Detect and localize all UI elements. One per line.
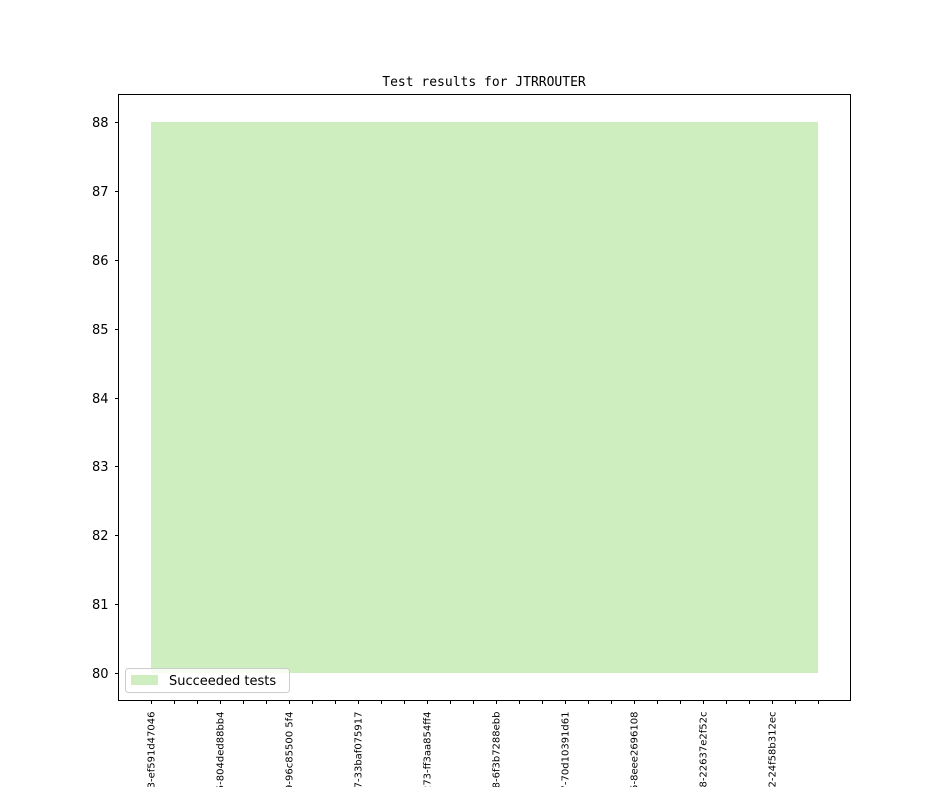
y-tick-label: 82 [92,529,109,544]
x-tick-label: 7-70d10391d61 [561,712,572,787]
y-tick-label: 86 [92,254,109,269]
y-tick-label: 88 [92,116,109,131]
legend: Succeeded tests [125,668,290,693]
y-tick-label: 81 [92,598,109,613]
x-tick-label: 7-33baf075917 [354,712,365,787]
x-tick-label: 5-8eee2696108 [630,712,641,787]
x-tick-label: 8-6f3b7288ebb [492,712,503,787]
x-tick-label: 2-24f58b312ec [768,712,779,787]
x-tick-label: 3-ef591d47046 [147,712,158,787]
y-axis: 80 81 82 83 84 85 86 87 88 [92,116,119,682]
y-tick-label: 80 [92,667,109,682]
plot-area [151,122,818,673]
y-tick-label: 87 [92,185,109,200]
legend-box [125,668,290,693]
x-tick-label: 273-ff3aa854ff4 [423,712,434,787]
area-succeeded-tests [151,122,818,673]
chart-title: Test results for JTRROUTER [382,75,586,90]
x-tick-label: 8-22637e2f52c [699,712,710,787]
y-tick-label: 83 [92,460,109,475]
x-tick-label: 5-804ded88bb4 [216,712,227,787]
y-tick-label: 84 [92,392,109,407]
legend-patch-succeeded [131,675,158,685]
x-tick-label: 9-96c85500 5f4 [285,712,296,787]
legend-label-succeeded: Succeeded tests [169,674,276,689]
x-axis: 3-ef591d47046 5-804ded88bb4 9-96c85500 5f4… [147,700,819,787]
axes-frame [118,94,851,701]
y-tick-label: 85 [92,323,109,338]
